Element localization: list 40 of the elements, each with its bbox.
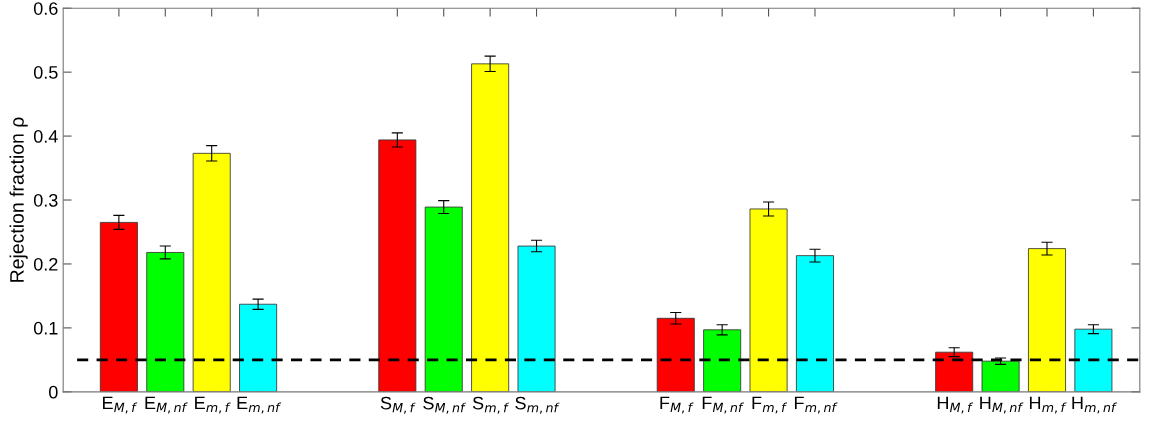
bar <box>239 303 278 392</box>
bar <box>703 329 742 392</box>
x-tick-label: S$_{m,nf}$ <box>515 396 560 414</box>
bar <box>1074 328 1113 392</box>
bar <box>378 139 417 392</box>
x-tick-label: E$_{M,f}$ <box>103 396 138 414</box>
x-tick-label: E$_{M,nf}$ <box>145 396 188 414</box>
bar <box>99 221 138 392</box>
x-tick-label: F$_{m,nf}$ <box>794 396 838 414</box>
bar <box>795 255 834 392</box>
x-tick-label: H$_{m,f}$ <box>1029 396 1067 414</box>
bar <box>981 360 1020 392</box>
x-tick-label: H$_{M,f}$ <box>937 396 974 414</box>
y-tick-label: 0.3 <box>33 193 58 207</box>
bar <box>935 351 974 392</box>
x-tick-label: E$_{m,f}$ <box>195 396 231 414</box>
y-tick-label: 0.4 <box>33 130 58 143</box>
bar <box>656 317 695 392</box>
x-tick-label: F$_{M,f}$ <box>660 396 694 414</box>
x-tick-label: E$_{m,nf}$ <box>237 396 282 414</box>
x-tick-label: S$_{M,nf}$ <box>423 396 467 414</box>
y-tick-label: 0.2 <box>33 257 58 271</box>
y-tick-label: 0.5 <box>33 66 58 79</box>
y-tick-label: 0 <box>49 385 58 399</box>
bar <box>146 252 185 392</box>
bar <box>192 152 231 392</box>
bar <box>471 63 510 392</box>
x-tick-label: S$_{m,f}$ <box>472 396 510 414</box>
y-axis-title: Rejection fraction ρ <box>9 117 28 282</box>
bar <box>749 208 788 392</box>
x-tick-label: S$_{M,f}$ <box>380 396 416 414</box>
y-tick-label: 0.6 <box>33 2 58 15</box>
x-tick-label: F$_{M,nf}$ <box>702 396 744 414</box>
x-tick-label: H$_{m,nf}$ <box>1072 396 1117 414</box>
x-tick-label: F$_{m,f}$ <box>752 396 788 414</box>
bar <box>517 245 556 392</box>
bar <box>424 206 463 392</box>
bar <box>1028 248 1066 392</box>
y-tick-label: 0.1 <box>33 321 58 335</box>
x-tick-label: H$_{M,nf}$ <box>980 396 1024 414</box>
